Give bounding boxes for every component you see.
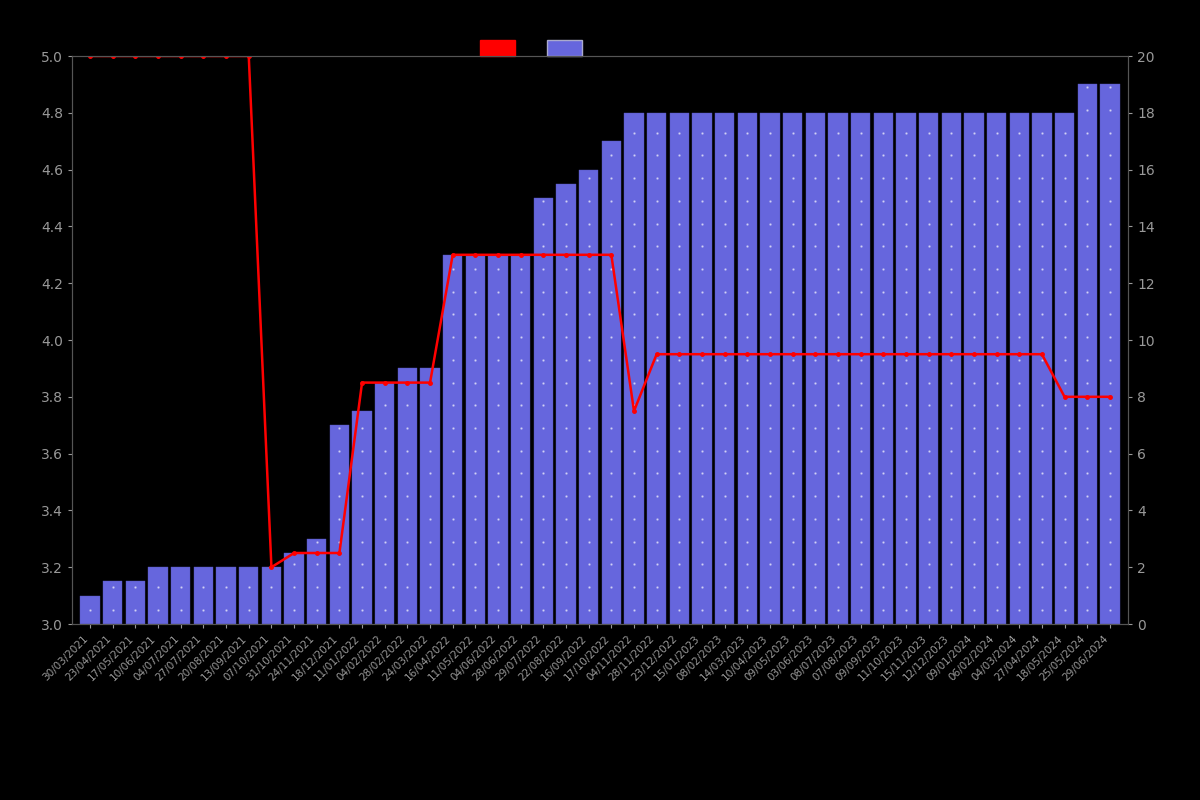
Bar: [376, 382, 395, 624]
Bar: [692, 113, 712, 624]
Bar: [580, 170, 599, 624]
Bar: [194, 567, 214, 624]
Bar: [126, 582, 145, 624]
Bar: [986, 113, 1006, 624]
Bar: [624, 113, 643, 624]
Bar: [353, 411, 372, 624]
Bar: [1100, 84, 1120, 624]
Bar: [761, 113, 780, 624]
Bar: [851, 113, 870, 624]
Bar: [443, 255, 462, 624]
Bar: [488, 255, 508, 624]
Bar: [805, 113, 824, 624]
Bar: [828, 113, 847, 624]
Bar: [715, 113, 734, 624]
Bar: [601, 141, 620, 624]
Bar: [670, 113, 689, 624]
Bar: [965, 113, 984, 624]
Bar: [216, 567, 235, 624]
Bar: [284, 553, 304, 624]
Bar: [557, 184, 576, 624]
Legend: , : ,: [480, 40, 593, 56]
Bar: [942, 113, 961, 624]
Bar: [511, 255, 530, 624]
Bar: [782, 113, 803, 624]
Bar: [874, 113, 893, 624]
Bar: [1055, 113, 1074, 624]
Bar: [738, 113, 757, 624]
Bar: [330, 425, 349, 624]
Bar: [1078, 84, 1097, 624]
Bar: [1032, 113, 1051, 624]
Bar: [262, 567, 281, 624]
Bar: [647, 113, 666, 624]
Bar: [149, 567, 168, 624]
Bar: [1009, 113, 1028, 624]
Bar: [534, 198, 553, 624]
Bar: [172, 567, 191, 624]
Bar: [397, 368, 418, 624]
Bar: [896, 113, 916, 624]
Bar: [420, 368, 439, 624]
Bar: [103, 582, 122, 624]
Bar: [239, 567, 258, 624]
Bar: [307, 539, 326, 624]
Bar: [919, 113, 938, 624]
Bar: [80, 595, 100, 624]
Bar: [466, 255, 485, 624]
